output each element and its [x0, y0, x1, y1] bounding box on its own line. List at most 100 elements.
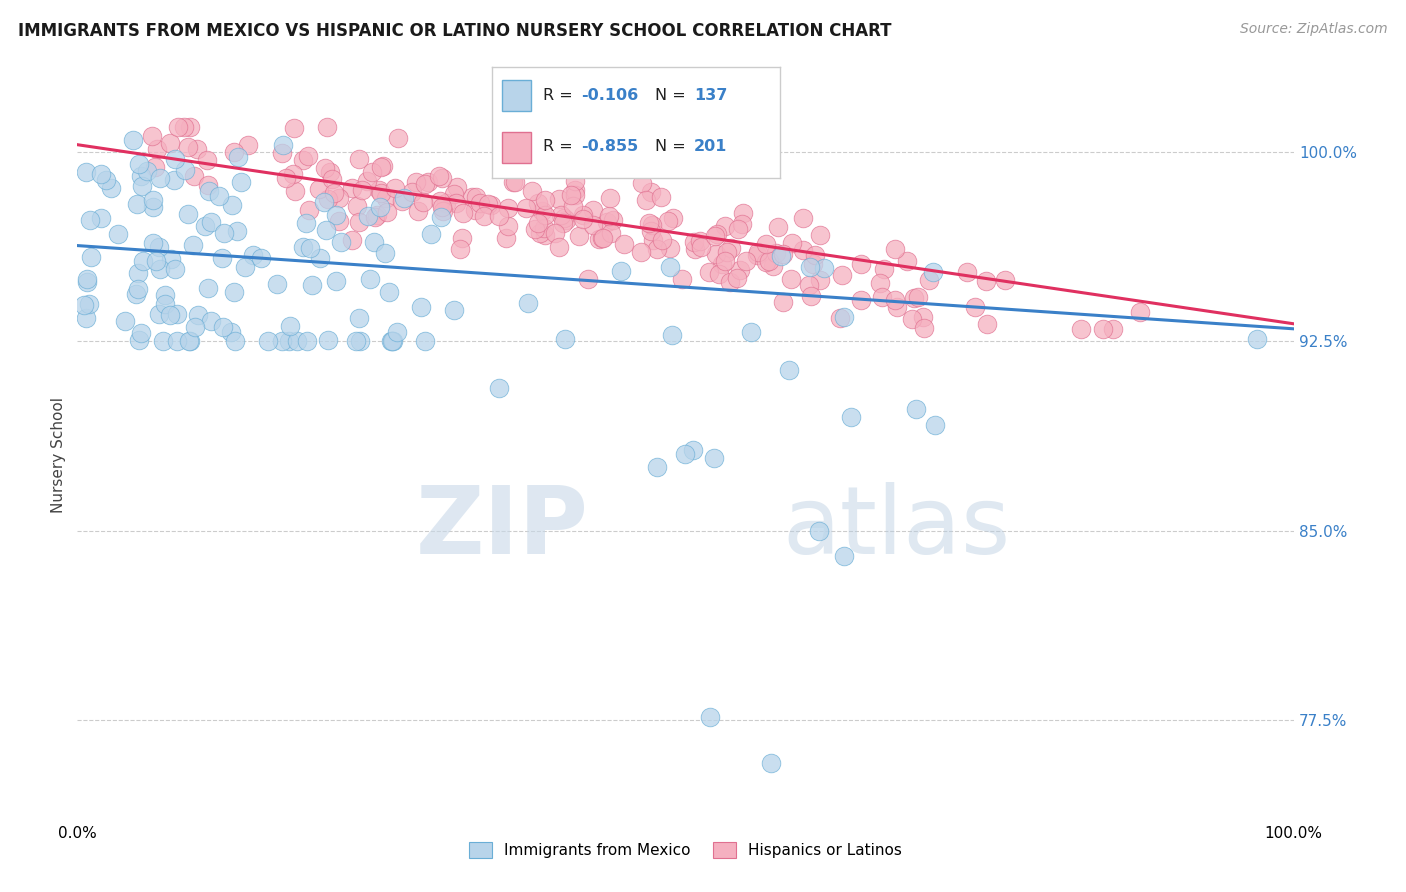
- Point: [704, 247, 727, 261]
- Point: [808, 228, 831, 243]
- Point: [453, 206, 475, 220]
- Point: [745, 248, 768, 262]
- Point: [121, 133, 143, 147]
- Point: [464, 190, 486, 204]
- Point: [316, 120, 339, 134]
- Point: [716, 244, 738, 259]
- Point: [912, 310, 935, 324]
- Point: [797, 278, 820, 293]
- Point: [325, 208, 347, 222]
- Point: [430, 210, 453, 224]
- Point: [416, 175, 439, 189]
- Point: [159, 252, 181, 266]
- Text: -0.106: -0.106: [582, 87, 638, 103]
- Point: [727, 221, 749, 235]
- Point: [598, 209, 620, 223]
- Point: [222, 145, 245, 160]
- Point: [271, 334, 294, 349]
- Point: [381, 334, 404, 349]
- Point: [346, 199, 368, 213]
- Point: [378, 285, 401, 300]
- Point: [195, 153, 218, 167]
- Point: [883, 242, 905, 256]
- Point: [832, 310, 855, 325]
- Point: [613, 236, 636, 251]
- Point: [249, 251, 271, 265]
- Text: -0.855: -0.855: [582, 139, 638, 154]
- Point: [166, 307, 188, 321]
- Point: [479, 198, 502, 212]
- Point: [166, 334, 188, 349]
- Point: [236, 138, 259, 153]
- Point: [76, 272, 98, 286]
- Point: [308, 182, 330, 196]
- Point: [96, 173, 118, 187]
- Point: [136, 164, 159, 178]
- Point: [107, 227, 129, 241]
- Point: [772, 247, 794, 261]
- Text: 201: 201: [693, 139, 727, 154]
- Point: [547, 193, 569, 207]
- Point: [904, 402, 927, 417]
- Point: [714, 254, 737, 268]
- Point: [630, 244, 652, 259]
- Text: Source: ZipAtlas.com: Source: ZipAtlas.com: [1240, 22, 1388, 37]
- Point: [434, 196, 457, 211]
- Point: [849, 257, 872, 271]
- Point: [375, 204, 398, 219]
- Point: [534, 208, 557, 222]
- Point: [912, 321, 935, 335]
- Point: [361, 165, 384, 179]
- Point: [596, 215, 619, 229]
- Point: [149, 170, 172, 185]
- Point: [630, 176, 652, 190]
- Point: [994, 272, 1017, 286]
- Point: [314, 161, 336, 175]
- Point: [292, 240, 315, 254]
- Point: [755, 255, 778, 269]
- Point: [550, 208, 572, 222]
- Point: [271, 145, 294, 160]
- Point: [401, 186, 423, 200]
- Point: [800, 289, 823, 303]
- Point: [759, 756, 782, 770]
- Point: [572, 208, 595, 222]
- Point: [1102, 322, 1125, 336]
- Point: [177, 140, 200, 154]
- Point: [198, 184, 221, 198]
- Text: atlas: atlas: [783, 482, 1011, 574]
- Point: [322, 186, 344, 201]
- Point: [641, 218, 664, 232]
- Point: [571, 212, 593, 227]
- Point: [90, 211, 112, 225]
- Point: [90, 167, 112, 181]
- Point: [808, 524, 831, 538]
- Point: [128, 157, 150, 171]
- Point: [368, 183, 391, 197]
- Point: [183, 169, 205, 183]
- Point: [1129, 305, 1152, 319]
- Point: [211, 320, 233, 334]
- Point: [766, 219, 789, 234]
- Point: [297, 149, 319, 163]
- Point: [870, 290, 893, 304]
- Point: [429, 194, 451, 208]
- Point: [602, 212, 624, 227]
- Point: [488, 381, 510, 395]
- Point: [731, 217, 754, 231]
- Point: [804, 248, 827, 262]
- Point: [127, 266, 149, 280]
- Point: [683, 242, 706, 256]
- Point: [141, 193, 163, 207]
- Point: [242, 248, 264, 262]
- Point: [551, 216, 574, 230]
- Point: [221, 326, 243, 340]
- Point: [359, 271, 381, 285]
- Point: [420, 227, 443, 242]
- Point: [503, 175, 526, 189]
- Point: [159, 308, 181, 322]
- Point: [173, 120, 195, 134]
- Point: [405, 176, 427, 190]
- Point: [142, 200, 165, 214]
- Point: [179, 120, 201, 134]
